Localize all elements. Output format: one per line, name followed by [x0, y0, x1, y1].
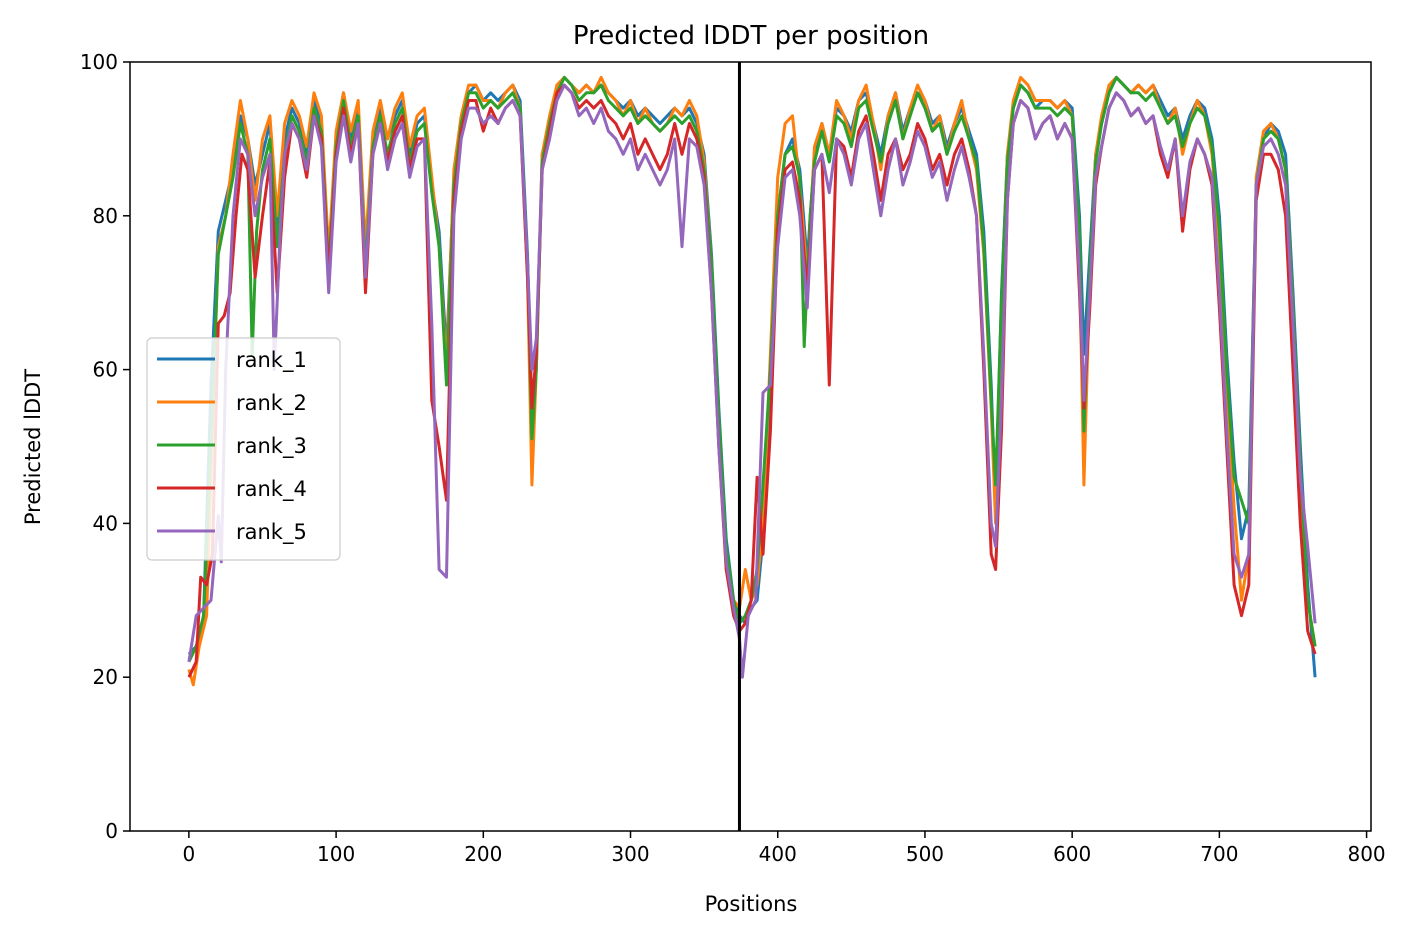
x-tick-label: 100 [317, 842, 355, 866]
x-tick-label: 500 [906, 842, 944, 866]
y-axis-ticks: 0 20 40 60 80 100 [80, 50, 130, 843]
plot-lines [187, 75, 1317, 687]
x-tick-label: 200 [464, 842, 502, 866]
x-tick-label: 400 [759, 842, 797, 866]
x-tick-label: 600 [1053, 842, 1091, 866]
y-tick-label: 60 [93, 358, 118, 382]
series-line-rank-3 [187, 75, 1317, 663]
legend-label-rank-2: rank_2 [236, 391, 307, 416]
y-tick-label: 100 [80, 50, 118, 74]
legend-label-rank-1: rank_1 [236, 348, 307, 373]
x-axis-label: Positions [705, 892, 798, 916]
y-tick-label: 40 [93, 511, 118, 535]
x-tick-label: 300 [611, 842, 649, 866]
series-line-rank-5 [187, 83, 1317, 679]
x-tick-label: 0 [183, 842, 196, 866]
x-tick-label: 700 [1200, 842, 1238, 866]
legend: rank_1 rank_2 rank_3 rank_4 rank_5 [146, 337, 341, 561]
legend-label-rank-4: rank_4 [236, 477, 307, 502]
legend-label-rank-5: rank_5 [236, 520, 307, 545]
y-axis-label: Predicted lDDT [21, 369, 45, 525]
plot-frame [129, 61, 1372, 832]
y-tick-label: 80 [93, 204, 118, 228]
x-axis-ticks: 0 100 200 300 400 500 600 700 800 [183, 831, 1386, 866]
y-tick-label: 20 [93, 665, 118, 689]
x-tick-label: 800 [1347, 842, 1385, 866]
legend-label-rank-3: rank_3 [236, 434, 307, 459]
legend-box [146, 337, 341, 561]
y-tick-label: 0 [105, 819, 118, 843]
chart-title: Predicted lDDT per position [573, 21, 929, 51]
